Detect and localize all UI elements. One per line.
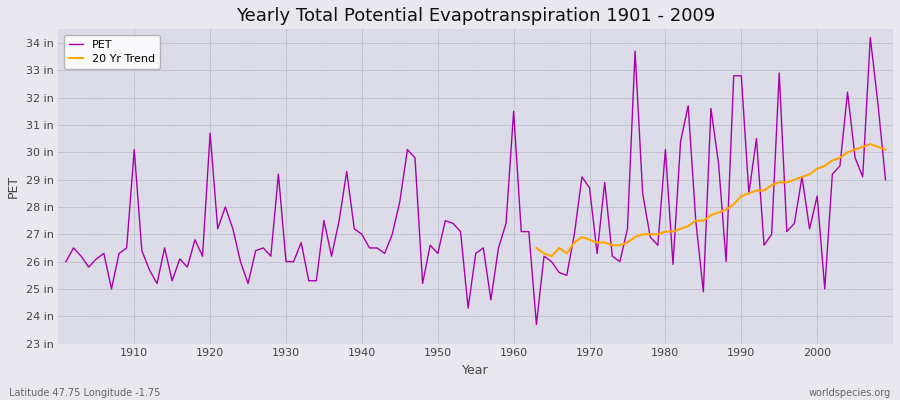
20 Yr Trend xyxy=(743,191,754,196)
20 Yr Trend xyxy=(842,150,853,155)
20 Yr Trend xyxy=(766,183,777,188)
20 Yr Trend xyxy=(562,251,572,256)
20 Yr Trend xyxy=(615,243,626,248)
20 Yr Trend xyxy=(752,188,762,193)
20 Yr Trend xyxy=(827,158,838,163)
20 Yr Trend xyxy=(644,232,655,237)
20 Yr Trend xyxy=(774,180,785,185)
20 Yr Trend xyxy=(781,180,792,185)
20 Yr Trend xyxy=(736,194,747,198)
X-axis label: Year: Year xyxy=(463,364,489,377)
Legend: PET, 20 Yr Trend: PET, 20 Yr Trend xyxy=(64,35,160,70)
20 Yr Trend xyxy=(721,207,732,212)
20 Yr Trend xyxy=(728,202,739,207)
20 Yr Trend xyxy=(675,226,686,231)
PET xyxy=(500,221,511,226)
20 Yr Trend xyxy=(880,147,891,152)
20 Yr Trend xyxy=(865,142,876,146)
20 Yr Trend xyxy=(872,144,883,149)
20 Yr Trend xyxy=(531,246,542,250)
20 Yr Trend xyxy=(630,235,641,240)
20 Yr Trend xyxy=(668,229,679,234)
Line: 20 Yr Trend: 20 Yr Trend xyxy=(536,144,886,256)
20 Yr Trend xyxy=(591,240,602,245)
PET xyxy=(122,246,132,250)
20 Yr Trend xyxy=(706,213,716,218)
PET xyxy=(865,35,876,40)
20 Yr Trend xyxy=(690,218,701,223)
20 Yr Trend xyxy=(819,164,830,168)
Title: Yearly Total Potential Evapotranspiration 1901 - 2009: Yearly Total Potential Evapotranspiratio… xyxy=(236,7,716,25)
20 Yr Trend xyxy=(577,235,588,240)
20 Yr Trend xyxy=(607,243,617,248)
20 Yr Trend xyxy=(805,172,815,176)
20 Yr Trend xyxy=(789,177,800,182)
PET xyxy=(607,254,617,258)
20 Yr Trend xyxy=(546,254,557,258)
20 Yr Trend xyxy=(584,237,595,242)
20 Yr Trend xyxy=(554,246,564,250)
20 Yr Trend xyxy=(759,188,769,193)
PET xyxy=(880,177,891,182)
20 Yr Trend xyxy=(812,166,823,171)
20 Yr Trend xyxy=(834,155,845,160)
20 Yr Trend xyxy=(569,240,580,245)
PET xyxy=(531,322,542,327)
Text: worldspecies.org: worldspecies.org xyxy=(809,388,891,398)
20 Yr Trend xyxy=(683,224,694,228)
PET xyxy=(334,218,345,223)
20 Yr Trend xyxy=(713,210,724,215)
20 Yr Trend xyxy=(652,232,663,237)
20 Yr Trend xyxy=(660,229,670,234)
PET xyxy=(508,109,519,114)
20 Yr Trend xyxy=(538,251,549,256)
20 Yr Trend xyxy=(858,144,868,149)
20 Yr Trend xyxy=(599,240,610,245)
PET xyxy=(288,259,299,264)
20 Yr Trend xyxy=(622,240,633,245)
20 Yr Trend xyxy=(796,174,807,179)
PET xyxy=(60,259,71,264)
20 Yr Trend xyxy=(698,218,709,223)
Text: Latitude 47.75 Longitude -1.75: Latitude 47.75 Longitude -1.75 xyxy=(9,388,160,398)
20 Yr Trend xyxy=(850,147,860,152)
20 Yr Trend xyxy=(637,232,648,237)
Y-axis label: PET: PET xyxy=(7,175,20,198)
Line: PET: PET xyxy=(66,38,886,324)
